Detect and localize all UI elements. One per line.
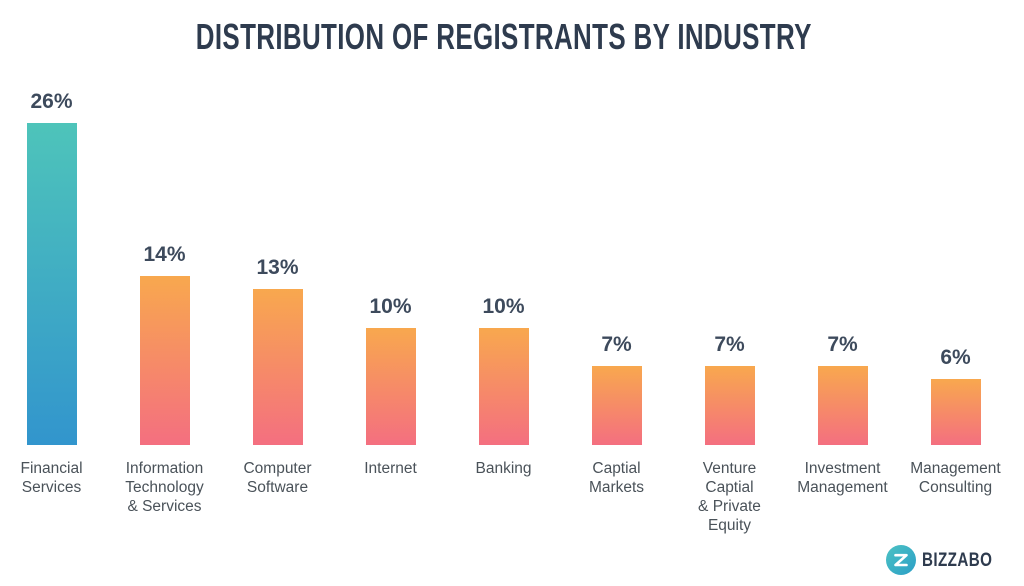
category-label: Internet	[364, 460, 417, 477]
bar	[817, 366, 868, 445]
category-label: Captial Markets	[588, 460, 645, 496]
bar	[252, 289, 303, 445]
bar-value-label: 10%	[482, 295, 525, 318]
category-label: Venture Captial & Private Equity	[698, 460, 761, 534]
category-label: Financial Services	[20, 460, 83, 496]
bar	[930, 379, 981, 445]
bar	[591, 366, 642, 445]
bar-value-label: 14%	[143, 243, 186, 266]
category-label: Management Consulting	[910, 460, 1001, 496]
bar-value-label: 6%	[940, 346, 971, 369]
bar	[365, 328, 416, 445]
bar-value-label: 10%	[369, 295, 412, 318]
bizzabo-logo-icon	[886, 545, 917, 575]
category-label: Information Technology & Services	[125, 460, 204, 515]
chart-title-text: DISTRIBUTION OF REGISTRANTS BY INDUSTRY	[195, 16, 812, 57]
category-label: Banking	[475, 460, 532, 477]
bar	[139, 276, 190, 445]
bar-value-label: 13%	[256, 256, 299, 279]
category-label: Computer Software	[243, 460, 312, 496]
category-label: Investment Management	[797, 460, 888, 496]
bar-value-label: 7%	[601, 333, 632, 356]
bar-value-label: 7%	[827, 333, 858, 356]
chart-title: DISTRIBUTION OF REGISTRANTS BY INDUSTRY	[0, 19, 1008, 55]
bar-value-label: 26%	[30, 90, 73, 113]
bar	[478, 328, 529, 445]
brand-footer: BIZZABO	[886, 545, 1010, 575]
bar-value-label: 7%	[714, 333, 745, 356]
brand-name: BIZZABO	[922, 549, 993, 571]
bar	[704, 366, 755, 445]
bar	[26, 123, 77, 445]
